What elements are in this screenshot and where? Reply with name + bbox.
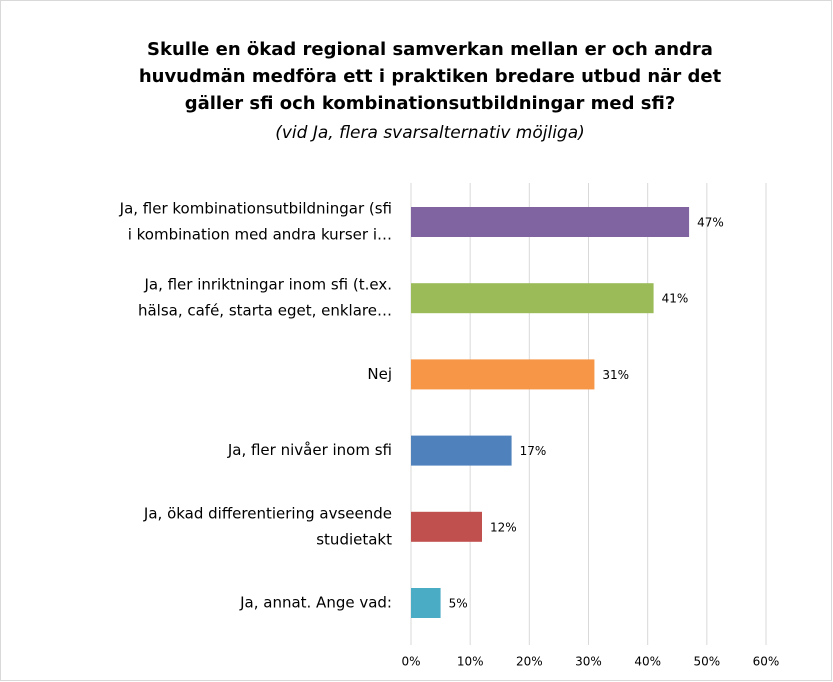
x-tick-label: 40% [634, 655, 661, 669]
data-label: 31% [602, 368, 629, 382]
bar [411, 283, 654, 314]
x-tick-label: 60% [753, 655, 780, 669]
bar [411, 435, 512, 466]
y-tick-label: Nej [367, 365, 392, 383]
chart-title: Skulle en ökad regional samverkan mellan… [147, 39, 713, 60]
bar [411, 588, 441, 618]
y-tick-label: studietakt [316, 530, 392, 548]
data-label: 17% [520, 444, 547, 458]
data-label: 12% [490, 520, 517, 534]
chart-title: gäller sfi och kombinationsutbildningar … [185, 93, 676, 114]
bar [411, 511, 482, 542]
bar [411, 207, 690, 237]
y-tick-label: Ja, fler nivåer inom sfi [227, 441, 392, 459]
x-tick-label: 10% [457, 655, 484, 669]
y-tick-label: Ja, fler inriktningar inom sfi (t.ex. [143, 276, 392, 294]
y-tick-label: Ja, fler kombinationsutbildningar (sfi [119, 200, 392, 218]
x-tick-label: 30% [575, 655, 602, 669]
bar [411, 359, 595, 390]
y-tick-label: Ja, ökad differentiering avseende [143, 504, 392, 522]
x-tick-label: 20% [516, 655, 543, 669]
x-tick-label: 50% [693, 655, 720, 669]
data-label: 5% [449, 597, 468, 611]
x-tick-label: 0% [401, 655, 420, 669]
chart-title: huvudmän medföra ett i praktiken bredare… [139, 66, 722, 87]
chart-subtitle: (vid Ja, flera svarsalternativ möjliga) [275, 123, 585, 143]
y-tick-label: hälsa, café, starta eget, enklare… [138, 302, 392, 320]
y-tick-label: Ja, annat. Ange vad: [239, 594, 392, 612]
y-tick-label: i kombination med andra kurser i… [128, 226, 392, 244]
data-label: 41% [662, 292, 689, 306]
data-label: 47% [697, 216, 724, 230]
